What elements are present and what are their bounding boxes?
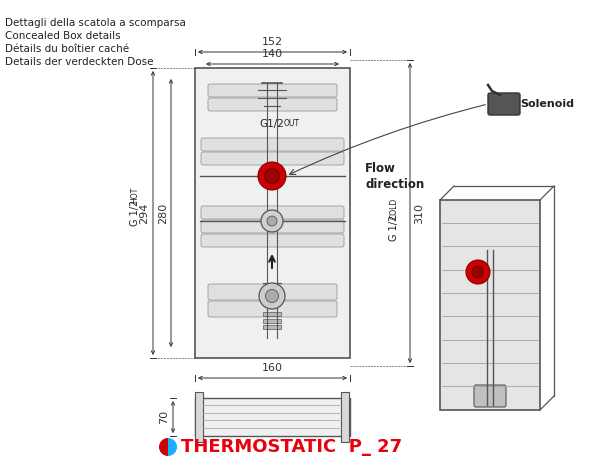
Wedge shape xyxy=(159,438,168,456)
FancyBboxPatch shape xyxy=(201,220,344,233)
Text: G1/2: G1/2 xyxy=(260,119,284,129)
FancyBboxPatch shape xyxy=(201,138,344,151)
Text: 152: 152 xyxy=(262,37,283,47)
Text: Concealed Box details: Concealed Box details xyxy=(5,31,121,41)
FancyBboxPatch shape xyxy=(208,98,337,111)
FancyBboxPatch shape xyxy=(263,312,281,316)
FancyBboxPatch shape xyxy=(263,325,281,329)
Text: COLD: COLD xyxy=(389,198,398,218)
Text: Dettagli della scatola a scomparsa: Dettagli della scatola a scomparsa xyxy=(5,18,186,28)
FancyBboxPatch shape xyxy=(195,398,350,436)
FancyBboxPatch shape xyxy=(195,68,350,358)
Text: 280: 280 xyxy=(158,202,168,224)
FancyBboxPatch shape xyxy=(201,206,344,219)
Circle shape xyxy=(265,168,280,184)
FancyBboxPatch shape xyxy=(201,152,344,165)
FancyBboxPatch shape xyxy=(201,234,344,247)
Text: 310: 310 xyxy=(414,202,424,224)
Circle shape xyxy=(261,210,283,232)
FancyBboxPatch shape xyxy=(208,301,337,317)
FancyBboxPatch shape xyxy=(263,319,281,323)
Circle shape xyxy=(258,162,286,190)
FancyBboxPatch shape xyxy=(488,93,520,115)
Text: Details der verdeckten Dose: Details der verdeckten Dose xyxy=(5,57,154,67)
Text: 70: 70 xyxy=(159,410,169,424)
Text: Détails du boîtier caché: Détails du boîtier caché xyxy=(5,44,129,54)
Text: 140: 140 xyxy=(262,49,283,59)
Circle shape xyxy=(466,260,490,284)
Text: HOT: HOT xyxy=(131,187,139,203)
Text: 160: 160 xyxy=(262,363,283,373)
Circle shape xyxy=(259,283,285,309)
FancyBboxPatch shape xyxy=(208,284,337,300)
FancyBboxPatch shape xyxy=(440,200,540,410)
FancyBboxPatch shape xyxy=(208,84,337,97)
Text: G 1/2: G 1/2 xyxy=(389,215,399,241)
Text: G 1/2: G 1/2 xyxy=(130,200,140,226)
Circle shape xyxy=(472,266,484,278)
Text: Flow: Flow xyxy=(365,162,396,174)
Text: 294: 294 xyxy=(139,202,149,224)
Text: THERMOSTATIC  P_ 27: THERMOSTATIC P_ 27 xyxy=(181,438,402,456)
FancyBboxPatch shape xyxy=(474,385,506,407)
FancyBboxPatch shape xyxy=(195,392,203,442)
Circle shape xyxy=(267,216,277,226)
FancyBboxPatch shape xyxy=(341,392,349,442)
Wedge shape xyxy=(168,438,177,456)
Text: Solenoid: Solenoid xyxy=(520,99,574,109)
Text: direction: direction xyxy=(365,178,424,190)
Circle shape xyxy=(265,289,278,303)
Text: OUT: OUT xyxy=(284,120,300,129)
